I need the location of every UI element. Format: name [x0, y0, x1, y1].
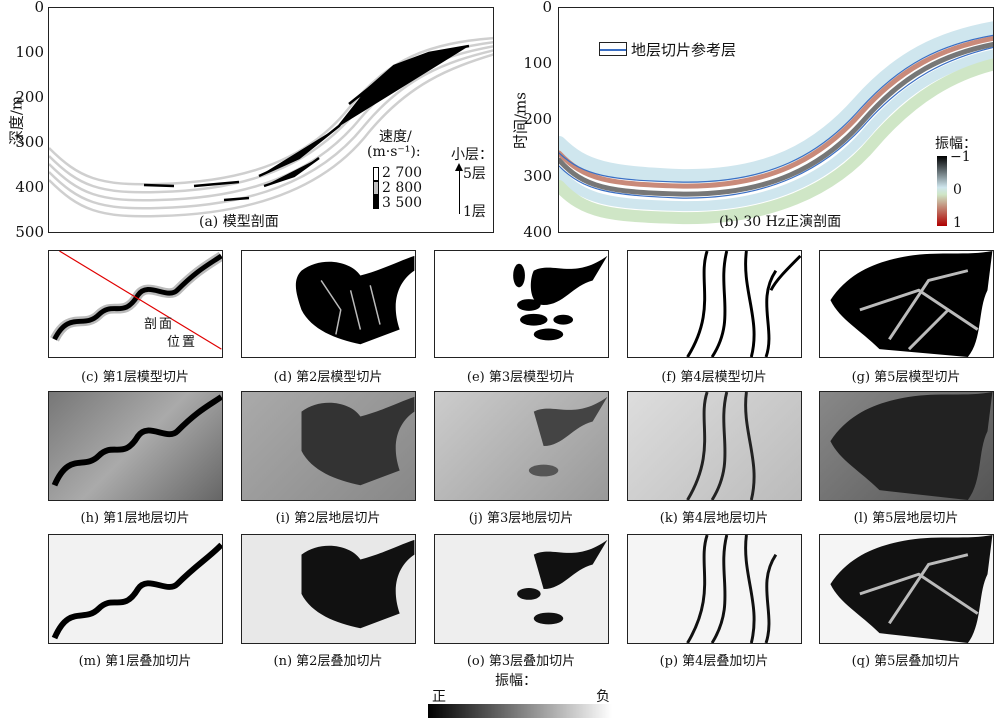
ytick: 500 — [15, 223, 44, 241]
layer-arrow-icon — [459, 168, 460, 214]
section-label: 剖 — [144, 317, 158, 332]
velocity-label: 2 700 — [382, 165, 423, 181]
layer-arrow-head-icon — [455, 163, 463, 171]
strata-slice-1 — [48, 391, 223, 501]
caption-i: (i) 第2层地层切片 — [275, 511, 381, 526]
caption-m: (m) 第1层叠加切片 — [78, 654, 192, 669]
strata-slice-5 — [819, 391, 994, 501]
layer-top-label: 5层 — [463, 166, 486, 182]
velocity-label: 2 800 — [382, 180, 423, 196]
colorbar-tick: 1 — [953, 215, 962, 231]
section-label: 面 — [159, 317, 173, 332]
ytick: 300 — [523, 167, 552, 185]
model-slice-5 — [819, 250, 994, 358]
section-label: 置 — [182, 335, 196, 350]
velocity-legend-title: 速度/ — [379, 129, 412, 145]
reference-layer-label: 地层切片参考层 — [631, 41, 737, 59]
velocity-swatch-2700 — [373, 167, 379, 181]
ytick: 0 — [542, 0, 552, 16]
ytick: 0 — [34, 0, 44, 16]
caption-g: (g) 第5层模型切片 — [851, 370, 961, 385]
velocity-label: 3 500 — [382, 195, 423, 211]
caption-h: (h) 第1层地层切片 — [80, 511, 190, 526]
bottom-colorbar-right: 负 — [596, 689, 610, 705]
model-slice-4 — [627, 250, 802, 358]
model-section-layers — [49, 36, 493, 218]
strata-slice-3 — [434, 391, 609, 501]
stack-slice-1 — [48, 534, 223, 644]
caption-o: (o) 第3层叠加切片 — [466, 654, 576, 669]
velocity-swatch-2800 — [373, 181, 379, 195]
caption-f: (f) 第4层模型切片 — [661, 370, 767, 385]
panel-a-plot: 速度/ (m·s⁻¹): 2 700 2 800 3 500 小层： 5层 1层… — [48, 7, 494, 233]
reference-layer-legend — [599, 42, 627, 56]
ytick: 400 — [15, 178, 44, 196]
ytick: 200 — [15, 88, 44, 106]
layer-legend-title: 小层： — [451, 147, 493, 163]
layer-bottom-label: 1层 — [463, 204, 486, 220]
bottom-colorbar-left: 正 — [432, 689, 446, 705]
strata-slice-2 — [241, 391, 416, 501]
caption-l: (l) 第5层地层切片 — [853, 511, 959, 526]
caption-q: (q) 第5层叠加切片 — [851, 654, 961, 669]
model-slice-1: 剖 面 位 置 — [48, 250, 223, 358]
strata-slice-4 — [627, 391, 802, 501]
caption-n: (n) 第2层叠加切片 — [273, 654, 383, 669]
colorbar-tick: 0 — [953, 182, 962, 198]
ytick: 200 — [523, 110, 552, 128]
bottom-colorbar-title: 振幅： — [495, 673, 537, 689]
ytick: 100 — [15, 43, 44, 61]
caption-e: (e) 第3层模型切片 — [466, 370, 576, 385]
amplitude-colorbar — [937, 156, 947, 226]
section-label: 位 — [167, 335, 181, 350]
ytick: 400 — [523, 223, 552, 241]
panel-a-caption: (a) 模型剖面 — [199, 214, 279, 230]
forward-modeling-section — [559, 21, 993, 225]
stack-slice-2 — [241, 534, 416, 644]
bottom-amplitude-colorbar — [428, 704, 612, 718]
stack-slice-3 — [434, 534, 609, 644]
panel-b-plot: 地层切片参考层 振幅： −1 0 1 (b) 30 Hz正演剖面 — [558, 7, 994, 233]
ytick: 300 — [15, 133, 44, 151]
model-slice-2 — [241, 250, 416, 358]
velocity-legend-unit: (m·s⁻¹): — [367, 144, 421, 160]
stack-slice-4 — [627, 534, 802, 644]
caption-j: (j) 第3层地层切片 — [468, 511, 574, 526]
caption-k: (k) 第4层地层切片 — [659, 511, 769, 526]
caption-c: (c) 第1层模型切片 — [81, 370, 189, 385]
ytick: 100 — [523, 54, 552, 72]
velocity-swatch-3500 — [373, 195, 379, 209]
caption-d: (d) 第2层模型切片 — [273, 370, 383, 385]
stack-slice-5 — [819, 534, 994, 644]
caption-p: (p) 第4层叠加切片 — [659, 654, 769, 669]
colorbar-tick: −1 — [950, 149, 971, 165]
colorbar-title: 振幅： — [935, 136, 977, 152]
panel-b-caption: (b) 30 Hz正演剖面 — [719, 214, 842, 230]
model-slice-3 — [434, 250, 609, 358]
